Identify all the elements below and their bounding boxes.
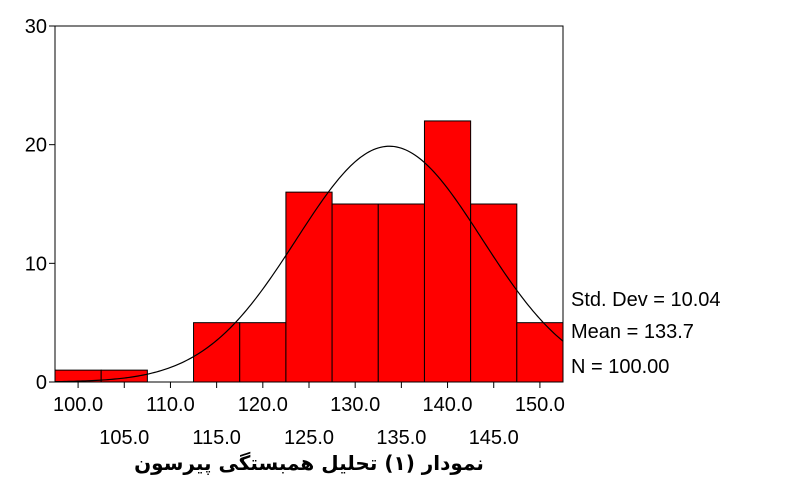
histogram-bar [331, 203, 379, 383]
histogram-bar [239, 322, 287, 383]
histogram-bar [423, 120, 472, 383]
stat-mean: Mean = 133.7 [571, 321, 694, 343]
y-axis: 0 10 20 30 [25, 16, 55, 394]
x-tick-label: 125.0 [284, 427, 334, 449]
x-tick-label: 110.0 [146, 394, 195, 416]
stat-std-dev: Std. Dev = 10.04 [571, 289, 721, 311]
histogram-bar [516, 322, 564, 383]
x-tick-label: 145.0 [469, 427, 519, 449]
x-tick-label: 115.0 [192, 427, 241, 449]
y-tick-label: 0 [36, 372, 47, 394]
histogram-bars [54, 120, 564, 383]
x-tick-label: 135.0 [376, 427, 426, 449]
x-tick-label: 100.0 [53, 394, 103, 416]
y-tick-label: 20 [25, 135, 47, 157]
stat-n: N = 100.00 [571, 356, 669, 378]
x-axis: 100.0 110.0 120.0 130.0 140.0 150.0 105.0 115.0… [53, 382, 565, 449]
histogram-bar [285, 191, 333, 383]
chart-caption: نمودار (۱) تحلیل همبستگی پیرسون [134, 451, 484, 476]
x-tick-label: 130.0 [330, 394, 380, 416]
histogram-bar [377, 203, 425, 383]
x-tick-label: 150.0 [515, 394, 565, 416]
histogram-bar [470, 203, 518, 383]
y-tick-label: 10 [25, 253, 47, 275]
y-tick-label: 30 [25, 16, 47, 38]
x-tick-label: 140.0 [423, 394, 473, 416]
normal-curve [54, 145, 564, 383]
x-tick-label: 105.0 [99, 427, 149, 449]
x-tick-label: 120.0 [238, 394, 288, 416]
